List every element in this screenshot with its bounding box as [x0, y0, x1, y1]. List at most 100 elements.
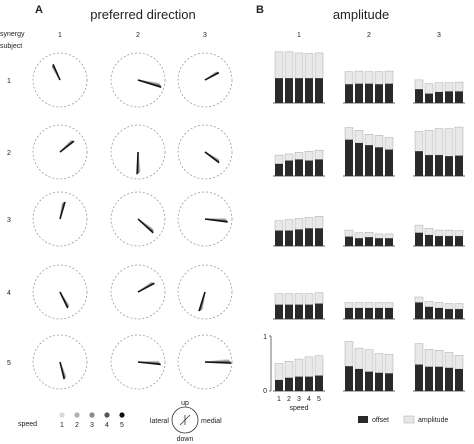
amplitude-bar [384, 70, 394, 84]
synergy-header-a: 3 [203, 32, 207, 39]
offset-bar [445, 309, 453, 319]
offset-bar [305, 304, 313, 319]
direction-circle [32, 124, 88, 180]
amplitude-bar [424, 301, 434, 308]
offset-bar [355, 308, 363, 319]
offset-bar [375, 372, 383, 391]
subject-label: 1 [7, 78, 11, 85]
amplitude-bar [284, 153, 294, 161]
amplitude-bar [434, 229, 444, 237]
direction-vector [198, 291, 206, 312]
offset-bar [295, 304, 303, 319]
offset-bar [425, 93, 433, 103]
amplitude-bar [354, 232, 364, 239]
amplitude-bar [414, 343, 424, 365]
x-tick-label: 5 [317, 396, 321, 403]
amplitude-bar [384, 353, 394, 374]
direction-vector [52, 63, 61, 81]
amplitude-bar [344, 302, 354, 309]
offset-legend-label: offset [372, 417, 389, 424]
offset-bar [435, 92, 443, 103]
x-tick-label: 2 [287, 396, 291, 403]
direction-circle [177, 191, 233, 247]
offset-bar [375, 308, 383, 319]
direction-vector [59, 140, 75, 153]
direction-vector [59, 201, 66, 220]
panel-a-title: preferred direction [90, 7, 196, 22]
amplitude-bar [444, 82, 454, 92]
amplitude-bar [284, 293, 294, 305]
amplitude-bar [374, 135, 384, 148]
amplitude-bar [364, 349, 374, 372]
direction-vector [137, 361, 161, 366]
amplitude-bar [274, 293, 284, 305]
panel-a-letter: A [35, 4, 43, 16]
synergy-header-b: 1 [297, 32, 301, 39]
amplitude-bar [454, 126, 464, 156]
direction-circle [110, 191, 166, 247]
amplitude-bar [374, 71, 384, 85]
amplitude-bar [414, 79, 424, 90]
speed-legend-swatch [74, 412, 80, 418]
direction-circle [177, 264, 233, 320]
direction-circle [177, 334, 233, 390]
compass-up-label: up [181, 400, 189, 407]
amplitude-bar [424, 349, 434, 368]
offset-bar [275, 230, 283, 246]
x-tick-label: 1 [277, 396, 281, 403]
offset-bar [385, 308, 393, 319]
amplitude-bar [344, 341, 354, 367]
amplitude-bar [294, 218, 304, 230]
offset-bar [295, 159, 303, 176]
offset-bar [415, 232, 423, 246]
amplitude-bar [414, 131, 424, 152]
offset-bar [425, 366, 433, 391]
amplitude-bar [294, 152, 304, 160]
offset-bar [385, 83, 393, 103]
offset-bar [345, 308, 353, 319]
offset-bar [315, 159, 323, 176]
offset-bar [345, 236, 353, 246]
offset-bar [445, 156, 453, 176]
synergy-header-a: 1 [58, 32, 62, 39]
offset-bar [295, 229, 303, 246]
speed-legend-value: 1 [60, 422, 64, 429]
direction-vector [204, 151, 220, 164]
amplitude-bar [444, 128, 454, 157]
offset-bar [305, 376, 313, 391]
subject-label: 2 [7, 150, 11, 157]
speed-legend-swatch [89, 412, 95, 418]
offset-bar [415, 302, 423, 319]
direction-circle [177, 124, 233, 180]
amplitude-bar [384, 137, 394, 150]
direction-circle [32, 264, 88, 320]
offset-bar [435, 366, 443, 391]
x-tick-label: 4 [307, 396, 311, 403]
amplitude-bar [354, 130, 364, 144]
offset-bar [355, 369, 363, 391]
offset-bar [385, 238, 393, 246]
amplitude-bar [304, 217, 314, 229]
amplitude-bar [344, 71, 354, 85]
amplitude-bar [354, 347, 364, 370]
amplitude-bar [374, 302, 384, 309]
offset-bar [365, 308, 373, 319]
offset-bar [415, 364, 423, 391]
offset-legend-swatch [358, 416, 368, 423]
y-tick-label: 0 [263, 388, 267, 395]
offset-bar [365, 83, 373, 103]
amplitude-bar [314, 149, 324, 160]
speed-legend-value: 2 [75, 422, 79, 429]
offset-bar [375, 84, 383, 103]
amplitude-bar [304, 293, 314, 305]
subject-label: 5 [7, 360, 11, 367]
offset-bar [275, 304, 283, 319]
direction-vector [204, 218, 228, 223]
offset-bar [345, 139, 353, 176]
synergy-header-b: 3 [437, 32, 441, 39]
offset-bar [435, 308, 443, 319]
amplitude-bar [294, 293, 304, 305]
offset-bar [455, 236, 463, 246]
amplitude-bar [424, 83, 434, 94]
